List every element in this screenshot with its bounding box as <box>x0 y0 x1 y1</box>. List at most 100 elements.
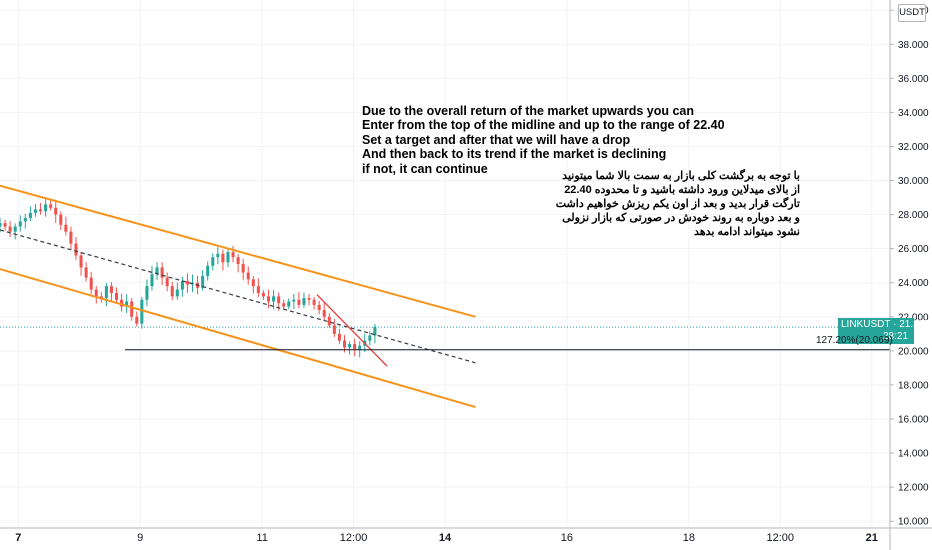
time-axis[interactable]: 7 9 11 12:00 14 16 18 12:00 21 <box>0 527 932 544</box>
candle-body <box>89 277 93 290</box>
y-tick-label: 14.000 <box>898 449 929 460</box>
candle-body <box>241 264 245 273</box>
channel-midline <box>0 229 476 364</box>
candle-body <box>327 316 331 326</box>
annotation-line: Enter from the top of the midline and up… <box>362 118 725 133</box>
annotation-line: با توجه به برگشت کلی بازار به سمت بالا ش… <box>562 170 800 182</box>
x-tick-label: 14 <box>439 532 452 544</box>
y-tick-label: 38.000 <box>898 40 929 51</box>
candle-body <box>145 286 149 300</box>
y-tick-label: 16.000 <box>898 414 929 425</box>
price-tag-value: 21.395 <box>899 319 930 330</box>
y-tick-label: 28.000 <box>898 210 929 221</box>
candle-body <box>160 267 164 278</box>
candle-body <box>109 286 113 293</box>
red-trend-line <box>316 294 388 367</box>
candle-body <box>353 344 357 350</box>
y-tick-label: 10.000 <box>898 517 929 528</box>
candle-body <box>256 286 260 293</box>
candle-body <box>272 296 276 302</box>
candle-body <box>282 303 286 307</box>
y-tick-label: 18.000 <box>898 380 929 391</box>
candle-body <box>185 281 189 285</box>
candle-body <box>23 218 27 222</box>
y-tick-label: 32.000 <box>898 142 929 153</box>
candle-body <box>226 252 230 263</box>
candle-body <box>297 299 301 305</box>
candle-body <box>317 304 321 310</box>
candle-body <box>368 335 372 341</box>
annotation-line: از بالای میدلاین ورود داشته باشید و تا م… <box>564 184 800 196</box>
candle-body <box>216 253 220 258</box>
candle-body <box>165 277 169 287</box>
annotation-line: And then back to its trend if the market… <box>362 147 667 162</box>
candle-body <box>33 209 37 213</box>
candle-body <box>211 257 215 266</box>
annotation-persian[interactable]: با توجه به برگشت کلی بازار به سمت بالا ش… <box>552 169 800 239</box>
x-tick-label: 7 <box>15 532 21 544</box>
candle-body <box>8 226 12 232</box>
annotation-line: و بعد دوباره به روند خودش در صورتی که با… <box>562 212 800 224</box>
grid-lines <box>0 0 890 528</box>
last-price-tag: LINKUSDT · 21.395 28:21 <box>838 318 930 344</box>
candle-body <box>94 289 98 297</box>
candle-body <box>54 207 58 215</box>
drawing-tools <box>0 184 890 409</box>
annotation-line: Set a target and after that we will have… <box>362 132 631 147</box>
candle-body <box>39 209 43 212</box>
candle-body <box>302 298 306 305</box>
candle-body <box>150 274 154 287</box>
candle-body <box>104 286 108 299</box>
candle-body <box>59 214 63 225</box>
candle-body <box>246 272 250 280</box>
y-tick-label: 24.000 <box>898 278 929 289</box>
candle-body <box>236 257 240 264</box>
candle-body <box>231 252 235 258</box>
channel-upper-line <box>0 184 476 318</box>
candle-body <box>277 296 281 304</box>
currency-label[interactable]: USDT <box>898 4 926 22</box>
x-tick-label: 12:00 <box>767 532 795 544</box>
candle-body <box>18 221 22 227</box>
candle-body <box>130 301 134 317</box>
annotation-line: if not, it can continue <box>362 161 488 176</box>
candle-body <box>358 345 362 350</box>
candle-body <box>307 298 311 300</box>
price-axis[interactable]: 40.00038.00036.00034.00032.00030.00028.0… <box>889 0 929 550</box>
candle-body <box>99 296 103 299</box>
candle-body <box>180 281 184 290</box>
candle-body <box>170 286 174 297</box>
candle-body <box>28 212 32 219</box>
candle-body <box>251 279 255 287</box>
y-tick-label: 26.000 <box>898 244 929 255</box>
annotation-line: Due to the overall return of the market … <box>362 104 695 118</box>
candle-body <box>322 309 326 317</box>
y-tick-label: 36.000 <box>898 74 929 85</box>
x-tick-label: 11 <box>256 532 267 544</box>
candle-body <box>337 333 341 341</box>
candle-body <box>49 204 53 208</box>
candle-series <box>0 198 377 358</box>
annotation-line: تارگت قرار بدید و بعد از اون یکم ریزش خو… <box>555 198 800 210</box>
candle-body <box>287 301 291 307</box>
candle-body <box>3 223 7 227</box>
candle-body <box>115 292 119 300</box>
fib-level-label: 127.20%(20.069) <box>816 335 893 346</box>
x-tick-label: 9 <box>137 532 143 544</box>
candle-body <box>79 255 83 268</box>
candle-body <box>332 325 336 334</box>
candle-body <box>266 296 271 302</box>
annotation-english[interactable]: Due to the overall return of the market … <box>362 104 725 176</box>
candle-body <box>135 316 139 324</box>
candle-body <box>201 275 205 288</box>
price-tag-separator: · <box>893 319 897 330</box>
annotation-line: نشود میتواند ادامه بدهد <box>694 226 800 238</box>
x-tick-label: 12:00 <box>340 532 368 544</box>
candle-body <box>342 340 347 348</box>
x-tick-label: 16 <box>561 532 573 544</box>
candle-body <box>206 265 210 276</box>
price-tag-countdown: 28:21 <box>883 331 909 342</box>
channel-lower-line <box>0 268 476 409</box>
candle-body <box>125 301 129 307</box>
